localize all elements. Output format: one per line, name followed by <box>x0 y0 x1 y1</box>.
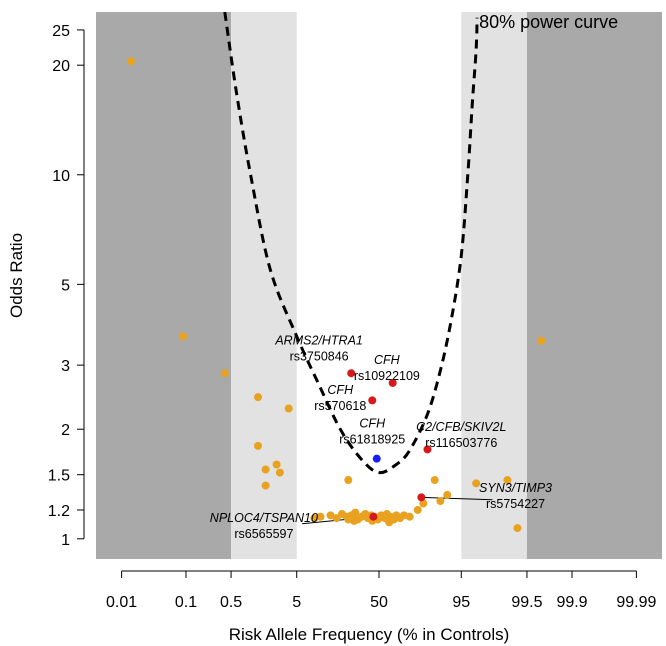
frequency-band-1 <box>231 12 297 559</box>
frequency-band-2 <box>461 12 527 559</box>
data-point-s1-4 <box>417 493 426 502</box>
data-point-s0-7 <box>272 460 281 469</box>
annotation-gene-5: SYN3/TIMP3 <box>479 481 552 495</box>
y-tick-label-4: 3 <box>61 358 70 375</box>
data-point-s0-21 <box>310 514 319 523</box>
y-tick-label-6: 10 <box>52 168 70 185</box>
data-point-s0-9 <box>261 481 270 490</box>
data-point-s2-0 <box>372 454 381 463</box>
data-point-s0-16 <box>513 524 522 533</box>
y-tick-label-2: 1.5 <box>48 468 70 485</box>
frequency-band-0 <box>96 12 232 559</box>
frequency-bands <box>96 12 662 559</box>
x-tick-label-2: 0.5 <box>220 594 242 611</box>
data-point-s0-20 <box>419 499 428 508</box>
y-tick-label-7: 20 <box>52 58 70 75</box>
x-ticks: 0.01 0.1 0.5 5 50 95 99.5 99.9 99.99 <box>106 571 657 611</box>
leader-line-5 <box>421 496 493 501</box>
power-curve <box>223 12 479 475</box>
data-point-s0-4 <box>284 404 293 413</box>
data-point-s0-0 <box>127 57 136 66</box>
y-tick-label-3: 2 <box>61 422 70 439</box>
data-point-s0-10 <box>344 476 353 485</box>
data-point-s0-17 <box>537 336 546 345</box>
axes: 0.01 0.1 0.5 5 50 95 99.5 99.9 99.99 11.21.52351… <box>48 23 657 611</box>
data-point-s0-5 <box>254 441 263 450</box>
frequency-band-3 <box>526 12 662 559</box>
y-tick-label-1: 1.2 <box>48 503 70 520</box>
annotation-gene-4: C2/CFB/SKIV2L <box>416 420 506 434</box>
annotation-snp-1: rs10922109 <box>354 369 420 383</box>
y-tick-label-0: 1 <box>61 532 70 549</box>
data-point-s1-3 <box>423 445 432 454</box>
data-point-s0-12 <box>443 490 452 499</box>
y-axis-title: Odds Ratio <box>7 233 26 318</box>
power-curve-layer <box>223 12 479 475</box>
data-points <box>127 57 546 533</box>
data-point-s0-13 <box>436 497 445 506</box>
x-tick-label-3: 5 <box>292 594 301 611</box>
annotation-gene-2: CFH <box>327 383 354 397</box>
data-point-s0-28 <box>351 508 360 517</box>
data-point-s1-2 <box>368 396 377 405</box>
data-point-s0-46 <box>385 518 394 527</box>
data-point-s0-2 <box>220 369 229 378</box>
x-tick-label-0: 0.01 <box>106 594 137 611</box>
y-ticks: 1 1.2 1.5 2 3 5 10 20 25 <box>48 23 84 549</box>
data-point-s0-18 <box>413 505 422 514</box>
power-curve-label: 80% power curve <box>479 12 618 32</box>
data-point-s1-1 <box>388 378 397 387</box>
annotation-snp-5: rs5754227 <box>486 497 545 511</box>
x-tick-label-5: 95 <box>452 594 470 611</box>
data-point-s0-11 <box>430 476 439 485</box>
annotation-snp-0: rs3750846 <box>290 349 349 363</box>
annotation-gene-0: ARMS2/HTRA1 <box>274 333 363 347</box>
data-point-s0-1 <box>179 332 188 341</box>
data-point-s0-23 <box>326 511 335 520</box>
data-point-s1-5 <box>369 512 378 521</box>
data-point-s0-3 <box>254 393 263 402</box>
x-tick-label-6: 99.5 <box>511 594 542 611</box>
x-tick-label-1: 0.1 <box>175 594 197 611</box>
annotation-snp-4: rs116503776 <box>425 436 497 450</box>
x-tick-label-4: 50 <box>370 594 388 611</box>
annotation-gene-1: CFH <box>374 353 401 367</box>
annotation-gene-3: CFH <box>359 417 386 431</box>
data-point-s0-43 <box>400 511 409 520</box>
data-point-s0-8 <box>275 468 284 477</box>
annotation-snp-3: rs61818925 <box>339 433 405 447</box>
data-point-s0-22 <box>316 512 325 521</box>
annotation-snp-6: rs6565597 <box>234 527 293 541</box>
data-point-s0-15 <box>503 476 512 485</box>
y-tick-label-8: 25 <box>52 23 70 40</box>
data-point-s0-6 <box>261 465 270 474</box>
annotation-gene-6: NPLOC4/TSPAN10 <box>210 511 318 525</box>
x-axis-title: Risk Allele Frequency (% in Controls) <box>229 625 510 644</box>
x-tick-label-7: 99.9 <box>556 594 587 611</box>
data-point-s0-14 <box>472 479 481 488</box>
x-tick-label-8: 99.99 <box>616 594 656 611</box>
annotation-snp-2: rs570618 <box>314 399 366 413</box>
data-point-s1-0 <box>347 369 356 378</box>
y-tick-label-5: 5 <box>61 277 70 294</box>
data-point-s0-47 <box>344 515 353 524</box>
